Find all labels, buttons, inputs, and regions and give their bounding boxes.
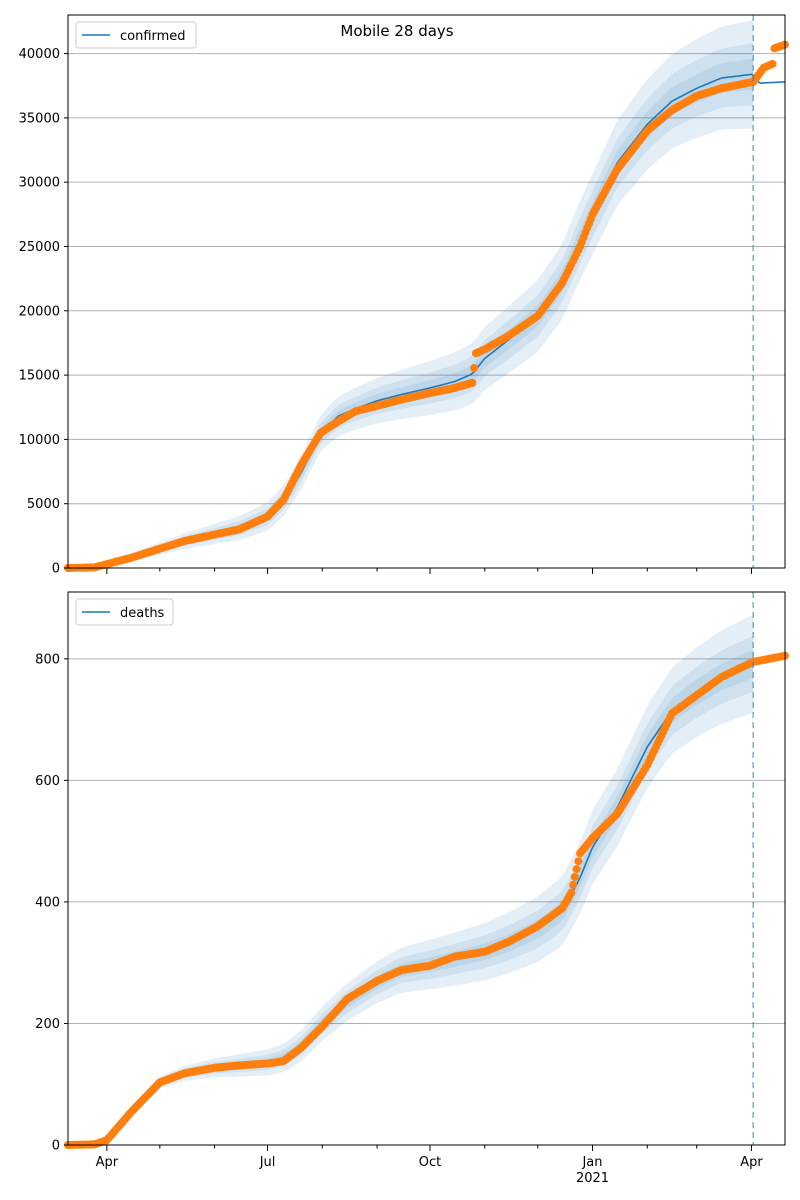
x-tick-label: Jan [581,1155,602,1170]
legend-label: confirmed [120,29,186,44]
x-year-label: 2021 [576,1171,609,1186]
observed-points [64,651,789,1149]
legend: deaths [75,598,174,626]
model-line [67,73,786,569]
observed-points [64,40,789,572]
figure-title: Mobile 28 days [340,22,453,40]
observed-point [570,873,579,881]
y-tick-label: 35000 [19,111,60,126]
observed-point [768,59,777,68]
uncertainty-band [68,614,754,1145]
y-tick-label: 400 [35,895,60,910]
legend-box [75,21,197,49]
y-tick-label: 15000 [19,369,60,384]
uncertainty-band [68,19,754,569]
y-tick-label: 0 [52,562,60,577]
y-tick-label: 20000 [19,304,60,319]
y-tick-label: 600 [35,774,60,789]
observed-point [468,378,477,387]
x-tick-label: Apr [740,1155,763,1170]
deaths-panel: 0 200 400 600 800 deaths [35,591,789,1154]
legend-box [75,598,174,626]
y-tick-label: 25000 [19,240,60,255]
observed-point [574,857,583,866]
y-tick-label: 800 [35,652,60,667]
observed-point [567,888,576,897]
y-tick-label: 0 [52,1139,60,1154]
y-tick-label: 10000 [19,433,60,448]
y-tick-label: 40000 [19,47,60,62]
legend: confirmed [75,21,197,49]
shared-x-axis: Apr Jul Oct Jan Apr 2021 [96,1155,764,1186]
observed-point [572,865,581,874]
x-tick-label: Jul [259,1155,276,1170]
y-tick-label: 5000 [27,497,60,512]
uncertainty-band [68,635,754,1145]
y-tick-label: 200 [35,1017,60,1032]
uncertainty-band [68,43,754,568]
uncertainty-band [68,649,754,1145]
y-tick-label: 30000 [19,176,60,191]
observed-point [470,364,479,372]
observed-point [569,880,578,889]
axes-frame [67,14,786,569]
legend-label: deaths [120,606,165,621]
axes-frame [67,591,786,1146]
confirmed-panel: 0 5000 10000 15000 20000 25000 30000 35000 40000… [19,14,789,577]
x-tick-label: Apr [96,1155,119,1170]
x-tick-label: Oct [419,1155,441,1170]
